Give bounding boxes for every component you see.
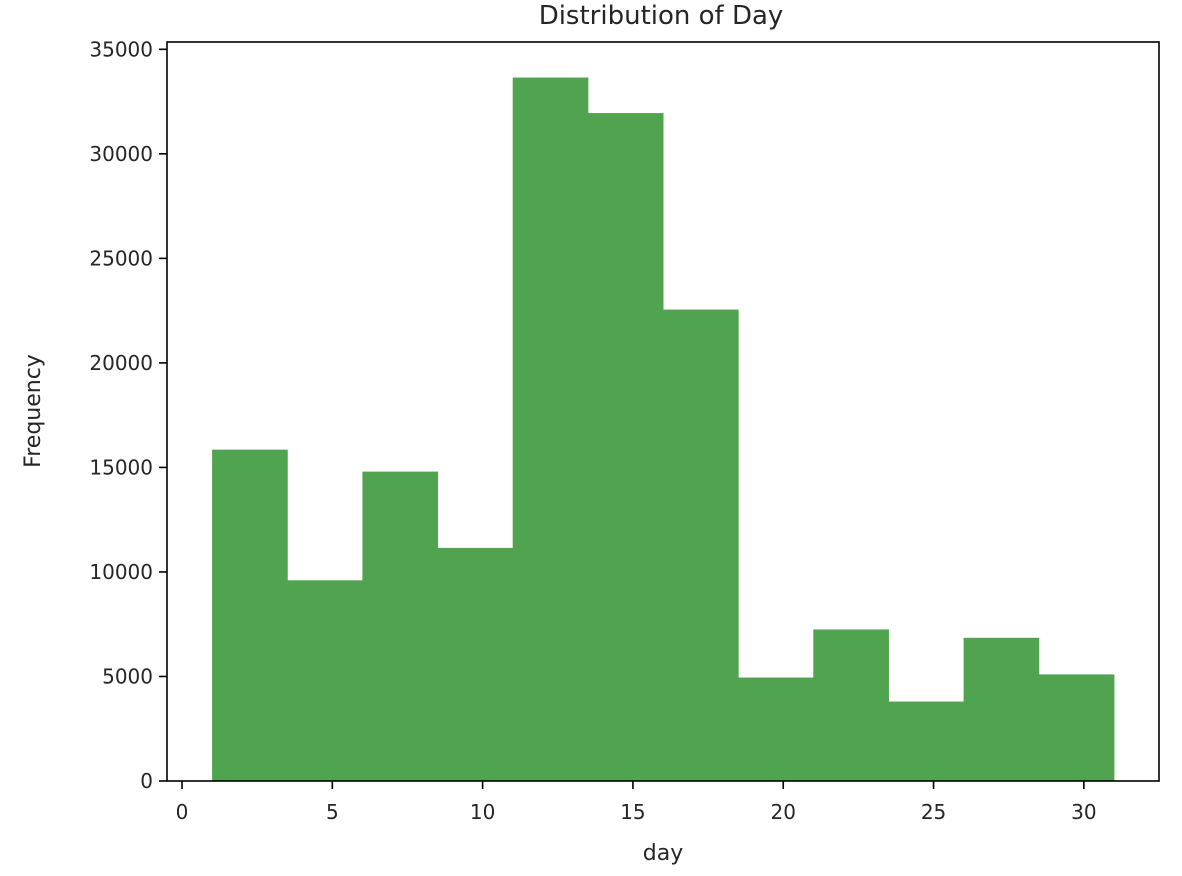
x-tick-label: 0 — [176, 800, 189, 824]
histogram-bars — [212, 77, 1115, 782]
x-tick-label: 15 — [620, 800, 645, 824]
x-tick-label: 10 — [470, 800, 495, 824]
y-axis-label: Frequency — [21, 354, 46, 468]
histogram-bar — [512, 77, 589, 782]
x-axis-label: day — [643, 841, 683, 866]
y-tick-label: 30000 — [89, 142, 153, 166]
histogram-bar — [212, 449, 288, 781]
histogram-bar — [888, 701, 965, 781]
histogram-bar — [287, 580, 363, 781]
histogram-bar — [362, 471, 439, 781]
chart-title: Distribution of Day — [539, 1, 784, 31]
x-tick-label: 20 — [771, 800, 796, 824]
y-tick-label: 0 — [140, 769, 153, 793]
histogram-bar — [738, 677, 814, 781]
x-tick-label: 30 — [1071, 800, 1096, 824]
x-axis-ticks: 0 5 10 15 20 25 30 — [176, 781, 1097, 824]
y-tick-label: 20000 — [89, 351, 153, 375]
y-tick-label: 15000 — [89, 455, 153, 479]
y-tick-label: 25000 — [89, 246, 153, 270]
histogram-bar — [663, 309, 739, 781]
x-tick-label: 25 — [921, 800, 946, 824]
histogram-bar — [1038, 674, 1115, 781]
y-tick-label: 5000 — [102, 664, 153, 688]
histogram-bar — [437, 547, 514, 781]
histogram-bar — [963, 637, 1040, 781]
x-tick-label: 5 — [326, 800, 339, 824]
histogram-bar — [813, 629, 889, 781]
y-axis-ticks: 0 5000 10000 15000 20000 25000 30000 35000 — [89, 37, 167, 793]
histogram-bar — [587, 113, 664, 781]
y-tick-label: 10000 — [89, 560, 153, 584]
y-tick-label: 35000 — [89, 37, 153, 61]
axes-frame — [166, 41, 1160, 782]
